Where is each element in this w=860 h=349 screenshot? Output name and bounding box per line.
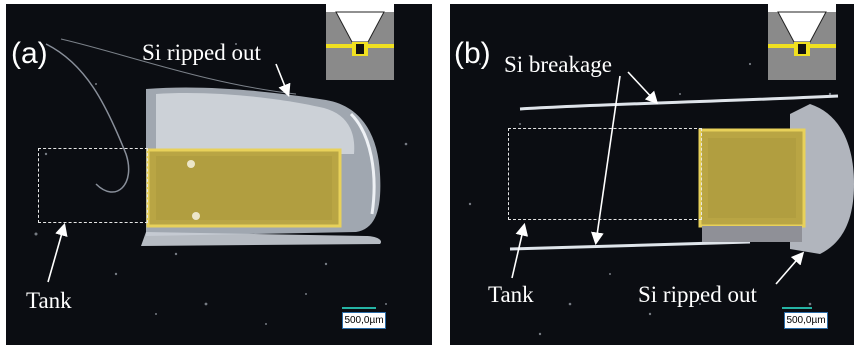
- tank-outline-a: [38, 148, 148, 223]
- tank-label-a: Tank: [26, 288, 72, 313]
- tank-label-b: Tank: [488, 282, 534, 307]
- arrow-tank-b: [511, 222, 529, 279]
- scalebar-line-a: [342, 307, 376, 309]
- panel-b-image: [468, 62, 854, 336]
- panel-b-letter: (b): [454, 37, 491, 70]
- tank-outline-b: [508, 128, 702, 220]
- scalebar-line-b: [782, 307, 812, 309]
- panel-a-image: [34, 38, 408, 325]
- panel-a-arrows: [47, 63, 291, 283]
- panel-a-letter: (a): [11, 37, 48, 70]
- arrow-ripped-b: [775, 251, 805, 285]
- si-ripped-out-label-a: Si ripped out: [142, 40, 261, 65]
- cross-section-inset-a: [326, 4, 394, 80]
- si-breakage-label-b: Si breakage: [504, 52, 612, 77]
- arrow-tank-a: [47, 222, 68, 283]
- panel-b-arrows: [511, 71, 805, 285]
- scalebar-a: 500,0µm: [342, 312, 386, 329]
- cross-section-inset-b: [768, 4, 836, 80]
- panel-b-micrograph: (b) Si breakage Tank Si ripped out 500,0…: [450, 4, 854, 345]
- si-ripped-out-label-b: Si ripped out: [638, 282, 757, 307]
- scalebar-b: 500,0µm: [784, 312, 828, 329]
- arrow-ripped-a: [275, 63, 291, 97]
- arrow-breakage-top-b: [627, 71, 659, 105]
- arrow-breakage-bottom-b: [591, 75, 621, 246]
- panel-a-micrograph: (a) Si ripped out Tank 500,0µm: [6, 4, 432, 345]
